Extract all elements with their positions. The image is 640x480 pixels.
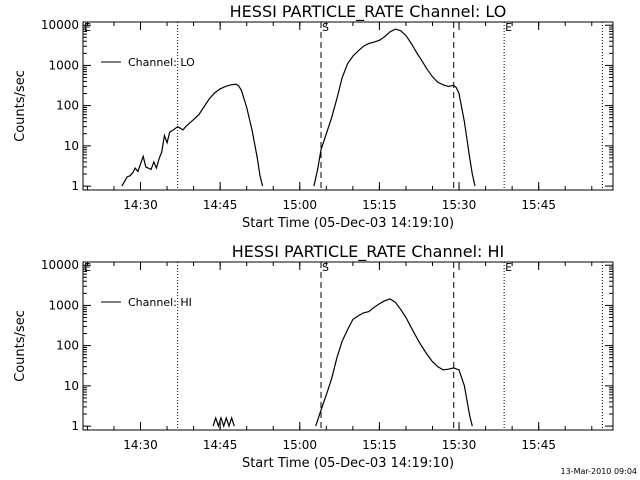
series-line-lo xyxy=(121,83,264,187)
y-tick-label-hi: 10 xyxy=(64,379,79,393)
event-marker-label-hi: S xyxy=(322,261,329,274)
x-tick-label-hi: 15:15 xyxy=(362,438,397,452)
plot-frame-hi xyxy=(82,261,614,431)
y-tick-label-hi: 1000 xyxy=(48,298,79,312)
x-tick-label-hi: 14:45 xyxy=(203,438,238,452)
event-marker-label-lo: E xyxy=(84,21,91,34)
timestamp: 13-Mar-2010 09:04 xyxy=(561,467,638,476)
plot-frame-lo xyxy=(82,21,614,191)
x-tick-label-hi: 14:30 xyxy=(123,438,158,452)
x-tick-label-hi: 15:30 xyxy=(442,438,477,452)
x-tick-label-lo: 15:15 xyxy=(362,198,397,212)
x-tick-label-lo: 14:45 xyxy=(203,198,238,212)
chart-title-lo: HESSI PARTICLE_RATE Channel: LO xyxy=(230,2,507,22)
x-tick-label-hi: 15:00 xyxy=(282,438,317,452)
y-tick-label-hi: 100 xyxy=(56,339,79,353)
y-tick-label-lo: 10 xyxy=(64,139,79,153)
series-line-hi xyxy=(212,415,235,429)
x-tick-label-lo: 15:00 xyxy=(282,198,317,212)
y-tick-label-lo: 1000 xyxy=(48,58,79,72)
chart-title-hi: HESSI PARTICLE_RATE Channel: HI xyxy=(232,242,505,262)
event-marker-label-hi: E xyxy=(84,261,91,274)
x-axis-label-lo: Start Time (05-Dec-03 14:19:10) xyxy=(242,216,454,231)
y-tick-label-lo: 1 xyxy=(71,179,79,193)
x-tick-label-lo: 15:30 xyxy=(442,198,477,212)
x-tick-label-lo: 14:30 xyxy=(123,198,158,212)
series-line-hi xyxy=(315,298,473,427)
y-axis-label-hi: Counts/sec xyxy=(13,310,28,382)
y-tick-label-hi: 1 xyxy=(71,419,79,433)
chart-panel-lo: HESSI PARTICLE_RATE Channel: LO Start Tim… xyxy=(13,2,614,231)
y-tick-label-lo: 100 xyxy=(56,99,79,113)
legend-entry-lo: Channel: LO xyxy=(128,56,195,69)
y-axis-label-lo: Counts/sec xyxy=(13,70,28,142)
x-tick-label-lo: 15:45 xyxy=(521,198,556,212)
legend-entry-hi: Channel: HI xyxy=(128,296,192,309)
series-line-lo xyxy=(313,28,476,187)
x-tick-label-hi: 15:45 xyxy=(521,438,556,452)
x-axis-label-hi: Start Time (05-Dec-03 14:19:10) xyxy=(242,456,454,471)
y-tick-label-lo: 10000 xyxy=(41,18,79,32)
chart-panel-hi: HESSI PARTICLE_RATE Channel: HI Start Tim… xyxy=(13,242,614,471)
event-marker-label-lo: S xyxy=(322,21,329,34)
event-marker-label-hi: E xyxy=(505,261,512,274)
event-marker-label-lo: E xyxy=(505,21,512,34)
y-tick-label-hi: 10000 xyxy=(41,258,79,272)
